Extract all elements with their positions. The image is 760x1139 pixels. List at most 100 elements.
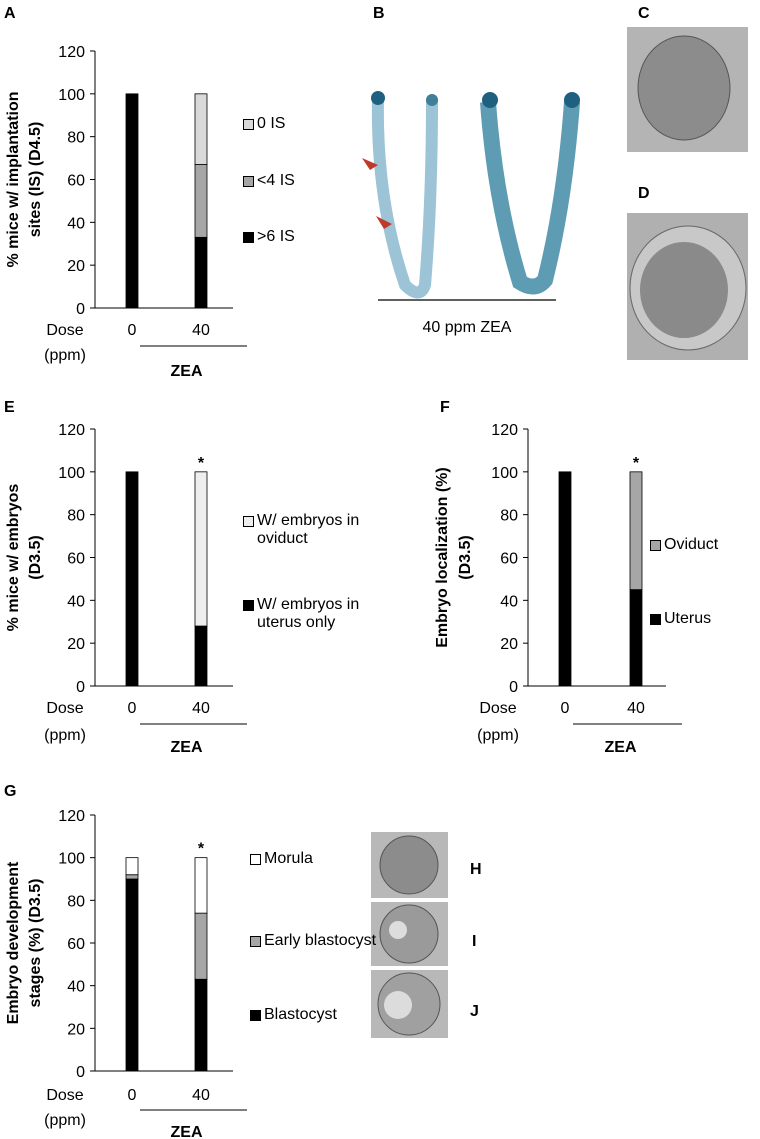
legend-label: 0 IS [257, 115, 286, 132]
y-axis-label: (D3.5) [457, 535, 474, 579]
group-label: ZEA [605, 739, 637, 756]
legend-item: Blastocyst [250, 1006, 382, 1024]
legend-label: W/ embryos in uterus only [257, 596, 360, 631]
y-tick-label: 120 [491, 422, 518, 439]
y-tick-label: 20 [67, 1021, 85, 1038]
panel-label: F [440, 399, 450, 416]
panel-label: E [4, 399, 15, 416]
y-tick-label: 80 [500, 508, 518, 525]
y-tick-label: 20 [67, 258, 85, 275]
bar-segment [194, 471, 208, 627]
legend-label: Early blastocyst [264, 932, 377, 949]
legend-swatch [250, 1010, 261, 1021]
bar-segment [125, 471, 139, 687]
bar-segment [194, 857, 208, 914]
legend-label: Uterus [664, 610, 712, 627]
legend-item: <4 IS [243, 172, 375, 190]
legend-swatch [243, 516, 254, 527]
y-axis-label: Embryo localization (%) [434, 467, 451, 647]
y-tick-label: 0 [509, 679, 518, 696]
bar-segment [194, 978, 208, 1072]
legend-item: Uterus [650, 610, 760, 628]
x-axis-label: Dose [46, 700, 83, 717]
legend-swatch [250, 936, 261, 947]
y-tick-label: 100 [58, 851, 85, 868]
group-label: ZEA [171, 739, 203, 756]
bar-segment [194, 164, 208, 238]
y-tick-label: 20 [67, 636, 85, 653]
x-axis-unit: (ppm) [44, 727, 86, 744]
bar-segment [629, 471, 643, 591]
y-axis-label: % mice w/ embryos [5, 484, 22, 632]
group-label: ZEA [171, 363, 203, 380]
bar-segment [194, 236, 208, 309]
x-tick-label: 40 [627, 700, 645, 717]
x-tick-label: 0 [561, 700, 570, 717]
x-tick-label: 0 [128, 700, 137, 717]
legend-item: Oviduct [650, 536, 760, 554]
bar-segment [125, 93, 139, 309]
x-tick-label: 0 [128, 322, 137, 339]
significance-mark: * [198, 841, 205, 858]
y-tick-label: 60 [67, 173, 85, 190]
legend-swatch [650, 614, 661, 625]
x-axis-unit: (ppm) [44, 347, 86, 364]
y-tick-label: 0 [76, 679, 85, 696]
legend-swatch [243, 119, 254, 130]
x-tick-label: 40 [192, 1087, 210, 1104]
bar-segment [194, 912, 208, 980]
legend-swatch [243, 232, 254, 243]
legend-item: W/ embryos in uterus only [243, 596, 375, 632]
x-axis-unit: (ppm) [477, 727, 519, 744]
y-tick-label: 60 [67, 936, 85, 953]
y-tick-label: 100 [491, 465, 518, 482]
bar-segment [125, 857, 139, 876]
legend-item: Morula [250, 850, 382, 868]
legend-item: 0 IS [243, 115, 375, 133]
y-tick-label: 40 [500, 593, 518, 610]
x-axis-unit: (ppm) [44, 1112, 86, 1129]
group-label: ZEA [171, 1124, 203, 1139]
bar-segment [629, 589, 643, 687]
y-tick-label: 40 [67, 593, 85, 610]
bar-segment [125, 878, 139, 1072]
y-tick-label: 60 [500, 551, 518, 568]
y-tick-label: 40 [67, 979, 85, 996]
legend-item: >6 IS [243, 228, 375, 246]
x-axis-label: Dose [479, 700, 516, 717]
x-tick-label: 40 [192, 700, 210, 717]
legend-swatch [250, 854, 261, 865]
significance-mark: * [198, 455, 205, 472]
y-tick-label: 80 [67, 893, 85, 910]
y-tick-label: 120 [58, 808, 85, 825]
y-tick-label: 60 [67, 551, 85, 568]
y-tick-label: 80 [67, 130, 85, 147]
legend-swatch [650, 540, 661, 551]
x-axis-label: Dose [46, 322, 83, 339]
y-tick-label: 20 [500, 636, 518, 653]
panel-label: C [638, 5, 650, 22]
y-tick-label: 100 [58, 465, 85, 482]
legend-label: Oviduct [664, 536, 719, 553]
legend-item: Early blastocyst [250, 932, 382, 950]
image-caption: 40 ppm ZEA [423, 319, 512, 336]
panel-labels: A B C D E F G H I J [4, 5, 650, 1020]
legend-swatch [243, 176, 254, 187]
y-axis-label: Embryo development [5, 861, 22, 1024]
legend-label: Morula [264, 850, 313, 867]
bar-segment [194, 93, 208, 165]
panel-label: J [470, 1003, 479, 1020]
y-tick-label: 0 [76, 1064, 85, 1081]
panel-label: A [4, 5, 16, 22]
panel-label: D [638, 185, 650, 202]
panel-label: B [373, 5, 385, 22]
legend-swatch [243, 600, 254, 611]
significance-mark: * [633, 455, 640, 472]
x-tick-label: 0 [128, 1087, 137, 1104]
panel-label: I [472, 933, 476, 950]
panel-label: G [4, 783, 16, 800]
x-axis-label: Dose [46, 1087, 83, 1104]
y-tick-label: 0 [76, 301, 85, 318]
